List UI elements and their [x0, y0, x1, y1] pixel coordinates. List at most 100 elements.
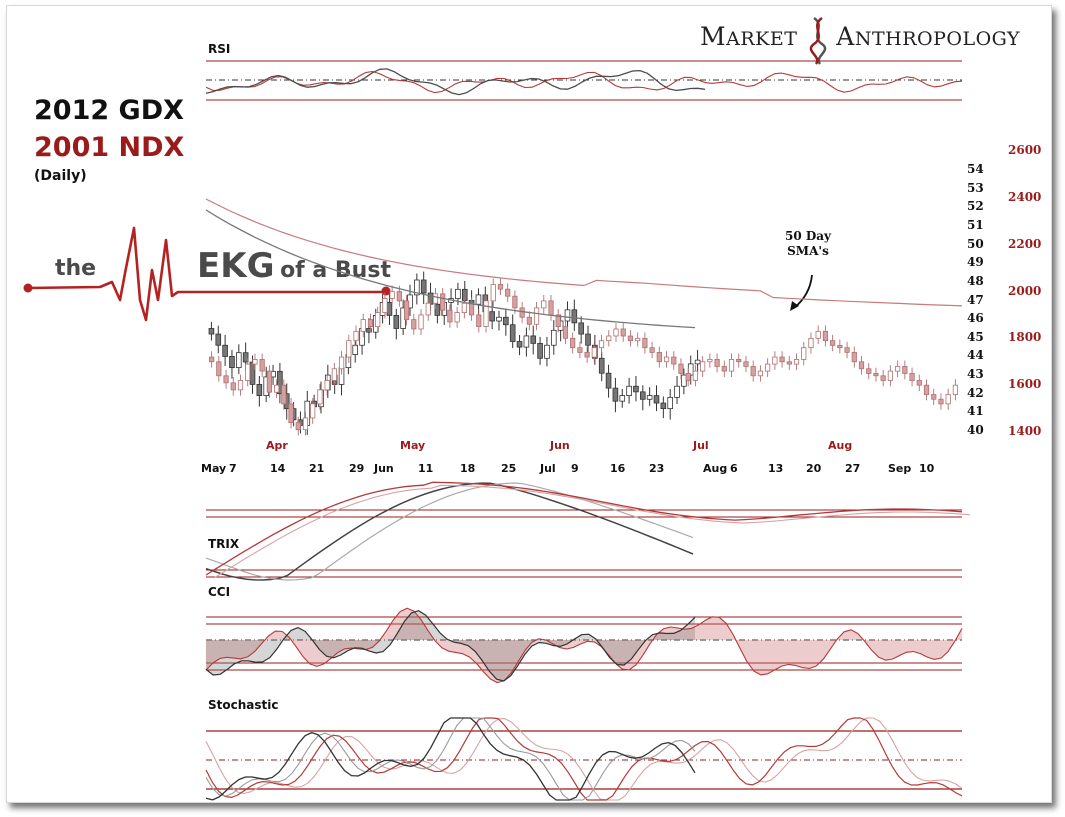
ndx-candle-body	[483, 300, 489, 328]
ndx-candle-body	[230, 382, 236, 391]
gdx-candle-body	[277, 370, 283, 395]
ndx-candle-body	[432, 293, 439, 304]
ndx-candle-body	[620, 328, 626, 337]
ndx-candle-body	[613, 328, 619, 337]
gdx-candle-body	[509, 324, 516, 342]
left-axis-tick: 40	[967, 423, 984, 437]
gdx-candle-body	[256, 383, 263, 396]
gdx-candle-body	[366, 328, 372, 333]
day-tick-2012: 14	[270, 462, 286, 475]
ndx-candle-body	[584, 351, 590, 358]
brand-nthropology: NTHROPOLOGY	[854, 28, 1021, 50]
gdx-50day-sma	[205, 209, 696, 329]
day-tick-2012: 7	[229, 462, 237, 475]
left-axis-tick: 48	[967, 273, 984, 288]
ndx-candle-body	[923, 384, 930, 395]
ndx-candle-body	[931, 394, 937, 400]
stoch-ndx-signal	[205, 717, 963, 801]
left-axis-tick: 50	[967, 236, 984, 251]
left-axis-tick: 49	[967, 255, 984, 270]
trix-panel	[205, 481, 971, 581]
rsi-gdx-line	[205, 68, 706, 96]
ndx-candle-body	[382, 298, 388, 313]
ndx-candle-body	[411, 319, 417, 330]
left-axis-tick: 53	[967, 180, 984, 195]
gdx-candle-body	[544, 344, 550, 359]
ndx-candle-body	[216, 361, 222, 377]
day-tick-2012: 27	[845, 462, 861, 475]
ndx-candle-body	[223, 375, 229, 384]
ndx-candle-body	[627, 335, 634, 342]
ndx-candle-body	[317, 389, 323, 405]
ndx-candle-body	[512, 295, 518, 309]
month-tick-2001: Apr	[266, 439, 288, 452]
ndx-candle-body	[663, 356, 670, 363]
left-axis-tick: 41	[967, 404, 984, 419]
cci-panel	[205, 607, 963, 684]
price-panel	[205, 198, 963, 436]
gdx-candle-body	[598, 357, 605, 374]
day-tick-2012: 21	[309, 462, 325, 475]
sma-arrow-head	[790, 301, 799, 311]
left-axis-tick: 46	[967, 311, 984, 326]
ekg-the: the	[55, 256, 97, 281]
gdx-candle-body	[455, 288, 461, 300]
trix-gdx-signal	[205, 482, 694, 581]
ndx-candle-body	[707, 359, 713, 363]
ndx-candle-body	[837, 344, 843, 349]
ndx-candle-body	[425, 302, 431, 316]
ndx-candle-body	[830, 340, 836, 346]
ndx-candle-body	[678, 363, 684, 374]
sma-annotation-line2: SMA's	[787, 244, 829, 258]
sma-annotation-line1: 50 Day	[784, 229, 832, 243]
ndx-candle-body	[338, 356, 345, 370]
day-tick-2012: 6	[730, 462, 738, 475]
day-tick-2012: Jul	[540, 462, 556, 475]
gdx-candle-body	[516, 341, 523, 348]
left-axis-tick: 47	[967, 292, 984, 307]
title-gdx: 2012 GDX	[34, 95, 184, 126]
day-tick-2012: 10	[919, 462, 935, 475]
right-axis-tick: 2000	[1008, 283, 1042, 298]
gdx-candle-body	[208, 328, 215, 335]
brand-arket: ARKET	[726, 28, 798, 50]
gdx-candle-body	[236, 352, 242, 369]
gdx-candle-body	[393, 315, 400, 329]
ndx-candle-body	[548, 300, 554, 316]
cci-ndx-fill	[206, 608, 962, 683]
gdx-candle-body	[530, 335, 537, 344]
ndx-candle-body	[815, 330, 821, 339]
ndx-candle-body	[750, 366, 756, 377]
ndx-candle-body	[281, 384, 287, 405]
stoch-gdx-signal	[205, 717, 696, 801]
ndx-candle-body	[346, 340, 352, 358]
left-axis-tick: 42	[967, 385, 984, 400]
gdx-candle-body	[523, 335, 530, 348]
gdx-candle-body	[694, 359, 701, 365]
right-axis-tick: 2600	[1008, 143, 1042, 157]
ndx-candle-body	[866, 368, 872, 374]
trix-ndx-signal	[213, 484, 971, 579]
gdx-candle-body	[578, 322, 584, 335]
gdx-candle-body	[503, 316, 509, 326]
ndx-candle-body	[851, 351, 857, 363]
ekg-big: EKG	[197, 246, 275, 286]
ndx-candle-body	[642, 337, 648, 349]
gdx-candle-body	[420, 279, 427, 294]
gdx-candle-body	[626, 385, 632, 396]
ndx-candle-body	[952, 384, 958, 395]
day-tick-2012: 18	[460, 462, 476, 475]
ndx-candle-body	[440, 293, 446, 311]
ndx-candle-body	[685, 373, 691, 381]
ndx-candle-body	[403, 300, 410, 321]
ndx-candle-body	[302, 417, 309, 431]
gdx-candle-body	[434, 303, 441, 316]
ndx-candle-body	[461, 302, 467, 313]
ndx-candle-body	[396, 291, 402, 302]
brand-logo: MARKET ANTHROPOLOGY	[700, 22, 1020, 51]
ndx-candle-body	[938, 398, 944, 405]
ndx-candle-body	[736, 359, 742, 363]
ndx-candle-body	[757, 370, 764, 377]
gdx-candle-body	[681, 374, 687, 387]
